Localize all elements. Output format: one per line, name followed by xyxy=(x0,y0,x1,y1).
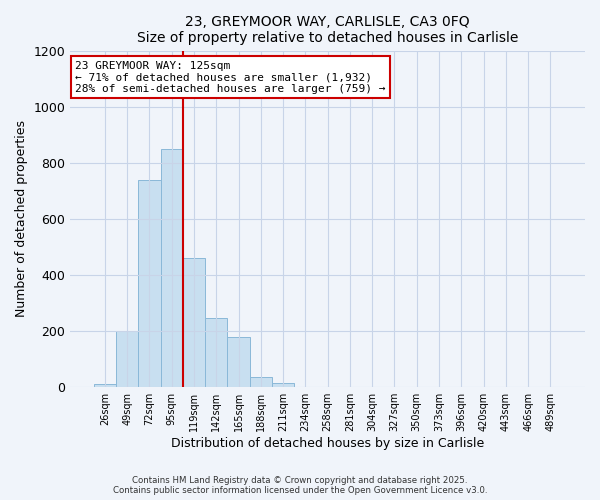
Title: 23, GREYMOOR WAY, CARLISLE, CA3 0FQ
Size of property relative to detached houses: 23, GREYMOOR WAY, CARLISLE, CA3 0FQ Size… xyxy=(137,15,518,45)
Bar xyxy=(272,383,294,387)
Text: 23 GREYMOOR WAY: 125sqm
← 71% of detached houses are smaller (1,932)
28% of semi: 23 GREYMOOR WAY: 125sqm ← 71% of detache… xyxy=(76,60,386,94)
X-axis label: Distribution of detached houses by size in Carlisle: Distribution of detached houses by size … xyxy=(171,437,484,450)
Text: Contains HM Land Registry data © Crown copyright and database right 2025.
Contai: Contains HM Land Registry data © Crown c… xyxy=(113,476,487,495)
Bar xyxy=(161,148,183,387)
Bar xyxy=(205,318,227,387)
Bar xyxy=(94,384,116,387)
Bar xyxy=(250,378,272,387)
Bar xyxy=(116,331,138,387)
Bar xyxy=(183,258,205,387)
Bar xyxy=(138,180,161,387)
Bar xyxy=(227,338,250,387)
Y-axis label: Number of detached properties: Number of detached properties xyxy=(15,120,28,318)
